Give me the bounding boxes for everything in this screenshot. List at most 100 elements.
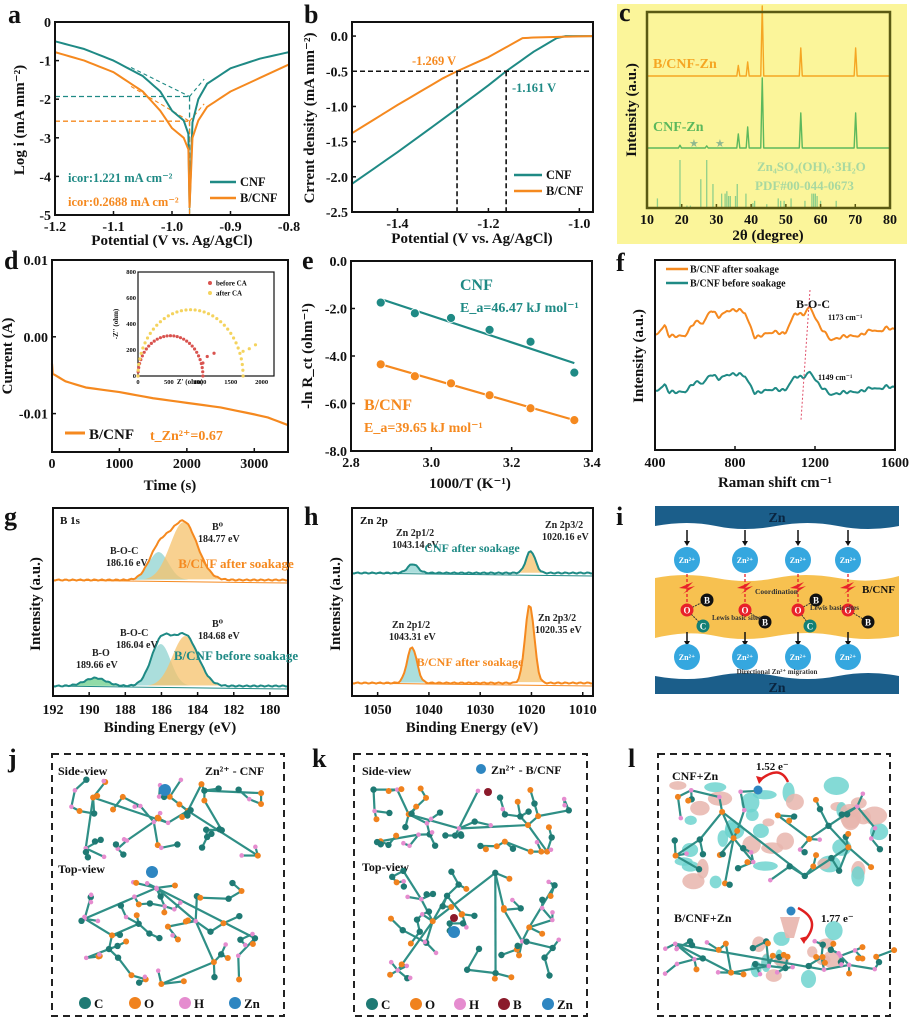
legend-label-bcnf: B/CNF [89, 427, 134, 443]
atom-o [535, 813, 541, 819]
atom-o [201, 797, 207, 803]
y-axis-label: Intensity (a.u.) [624, 63, 640, 157]
panel-label-h: h [304, 502, 318, 532]
atom-c [697, 836, 703, 842]
peak-label: Zn 2p1/2 [396, 528, 434, 539]
atom-c [106, 946, 112, 952]
legend-atom-label: C [94, 996, 103, 1011]
legend-atom-label: O [144, 996, 154, 1011]
atom-h [556, 937, 561, 942]
atom-h [717, 795, 722, 800]
bond-line [526, 942, 552, 948]
legend-atom-label: O [425, 997, 435, 1012]
atom-c [237, 936, 243, 942]
panel-label-g: g [4, 502, 17, 532]
inset-data-point [219, 320, 222, 323]
inset-data-point [156, 338, 159, 341]
atom-c [719, 851, 725, 857]
legend-atom-icon [179, 997, 191, 1009]
atom-o [770, 953, 776, 959]
atom-h [679, 816, 684, 821]
atom-c [518, 905, 524, 911]
inset-data-point [189, 308, 192, 311]
atom-o [239, 888, 245, 894]
x-tick-label: 80 [883, 213, 897, 228]
atom-h [395, 968, 400, 973]
atom-h [836, 951, 841, 956]
atom-c [525, 808, 531, 814]
atom-o [508, 974, 514, 980]
inset-data-point [237, 346, 240, 349]
atom-c [114, 943, 120, 949]
atom-h [510, 898, 515, 903]
inset-data-point [179, 336, 182, 339]
atom-c [432, 842, 438, 848]
atom-h [425, 821, 430, 826]
atom-c [120, 851, 126, 857]
y-tick-label: -2.5 [326, 206, 348, 221]
series-label-name: CNF after soakage [424, 541, 520, 555]
atom-c [207, 928, 213, 934]
atom-c [235, 786, 241, 792]
inset-data-point [207, 312, 210, 315]
x-tick-label: 3000 [240, 457, 268, 472]
onset-bcnf-label: -1.269 V [412, 54, 456, 68]
atom-h [122, 837, 127, 842]
inset-data-point [162, 335, 165, 338]
cnf-zn-label: CNF+Zn [672, 769, 719, 783]
atom-c [229, 880, 235, 886]
atom-c [782, 965, 788, 971]
atom-o [506, 876, 512, 882]
inset-data-point [155, 324, 158, 327]
atom-o [494, 843, 500, 849]
atom-h [872, 967, 877, 972]
atom-c [471, 913, 477, 919]
atom-h [82, 915, 87, 920]
inset-data-point [241, 369, 244, 372]
atom-h [430, 830, 435, 835]
x-tick-label: 30 [709, 213, 723, 228]
atom-c [820, 941, 826, 947]
y-tick-label: -0.5 [326, 65, 348, 80]
atom-o [501, 905, 507, 911]
zn-bottom-label: Zn [768, 681, 785, 696]
atom-h [546, 880, 551, 885]
bond-line [675, 944, 824, 970]
legend-label-cnf: CNF [240, 175, 266, 189]
peak-label-after: 1173 cm⁻¹ [828, 313, 863, 322]
atom-o [373, 816, 379, 822]
legend-atom-icon [366, 998, 378, 1010]
atom-c [136, 979, 142, 985]
atom-h [239, 853, 244, 858]
legend-atom-label: H [194, 996, 204, 1011]
panel-label-d: d [4, 246, 18, 276]
inset-data-point [211, 314, 214, 317]
atom-o [786, 818, 792, 824]
x-tick-label: 3.4 [583, 456, 601, 471]
inset-y-tick-label: 600 [126, 295, 136, 302]
atom-o [873, 954, 879, 960]
atom-h [684, 851, 689, 856]
star-marker: ★ [689, 138, 699, 150]
icor-bcnf-label: icor:0.2688 mA cm⁻² [68, 195, 179, 209]
x-axis-label: Binding Energy (eV) [406, 720, 539, 736]
atom-o [225, 955, 231, 961]
x-tick-label: 10 [640, 213, 654, 228]
atom-c [448, 869, 454, 875]
x-tick-label: 1020 [517, 703, 545, 718]
atom-c [218, 951, 224, 957]
atom-h [145, 881, 150, 886]
inset-data-point [143, 341, 146, 344]
inset-y-tick-label: 800 [126, 269, 136, 276]
inset-data-point [176, 335, 179, 338]
atom-c [400, 927, 406, 933]
atom-h [84, 956, 89, 961]
atom-c [199, 844, 205, 850]
atom-h [716, 970, 721, 975]
inset-data-point [180, 309, 183, 312]
legend-atom-label: B [513, 997, 522, 1012]
atom-o [120, 794, 126, 800]
atom-c [531, 800, 537, 806]
